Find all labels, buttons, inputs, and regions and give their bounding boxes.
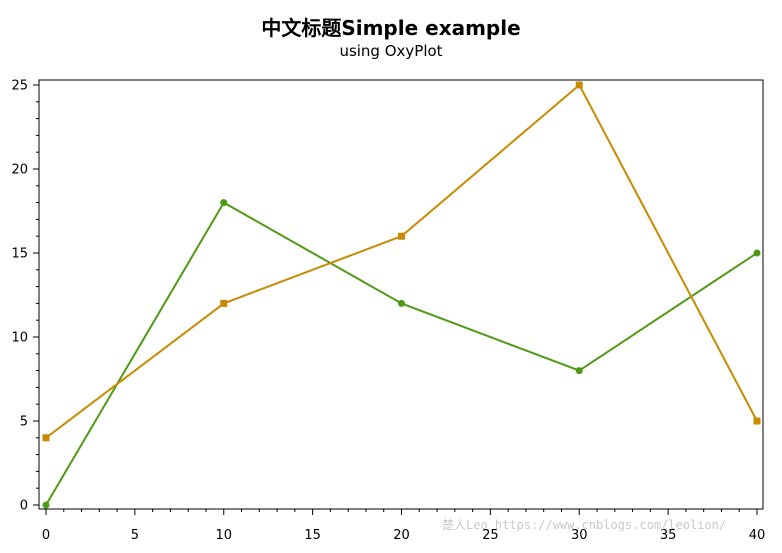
y-tick-label: 15 [11,247,28,262]
x-tick-label: 20 [393,528,410,543]
chart-subtitle: using OxyPlot [339,42,443,60]
data-point [220,299,228,307]
data-point [575,81,583,89]
y-tick-label: 5 [20,415,28,430]
watermark: 楚人Leo https://www.cnblogs.com/leolion/ [442,518,727,532]
series-line [45,201,758,506]
data-point [575,367,583,375]
data-point [220,199,228,207]
x-tick-label: 30 [571,528,588,543]
series-line [45,84,758,439]
plot-area-frame [38,79,764,510]
y-axis: 0 5 10 15 20 25 [11,79,39,514]
series-1 [42,199,761,509]
chart-title: 中文标题Simple example [261,16,521,40]
x-axis: 0 5 10 15 20 25 30 35 40 [42,509,765,543]
x-tick-label: 40 [749,528,766,543]
data-point [398,232,405,240]
y-tick-label: 20 [11,163,28,178]
data-point [753,417,761,425]
x-tick-label: 15 [304,528,321,543]
data-point [42,501,50,509]
x-tick-label: 35 [660,528,677,543]
data-point [398,299,405,307]
x-tick-label: 0 [42,528,50,543]
data-point [753,249,761,257]
series-layer [42,81,761,509]
x-tick-label: 5 [131,528,139,543]
y-tick-label: 10 [11,331,28,346]
x-tick-label: 25 [482,528,499,543]
data-point [42,434,50,442]
y-tick-label: 25 [11,79,28,94]
y-tick-label: 0 [20,499,28,514]
series-2 [42,81,761,442]
x-tick-label: 10 [215,528,232,543]
